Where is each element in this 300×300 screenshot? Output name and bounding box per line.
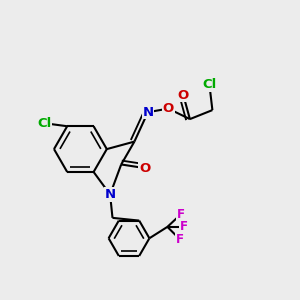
Text: O: O (178, 88, 189, 102)
Text: O: O (163, 102, 174, 115)
Text: Cl: Cl (202, 78, 217, 91)
Text: O: O (139, 162, 150, 175)
Text: F: F (180, 220, 188, 233)
Text: N: N (104, 188, 116, 201)
Text: Cl: Cl (38, 117, 52, 130)
Text: N: N (142, 106, 154, 119)
Text: F: F (176, 233, 184, 246)
Text: F: F (177, 208, 185, 221)
